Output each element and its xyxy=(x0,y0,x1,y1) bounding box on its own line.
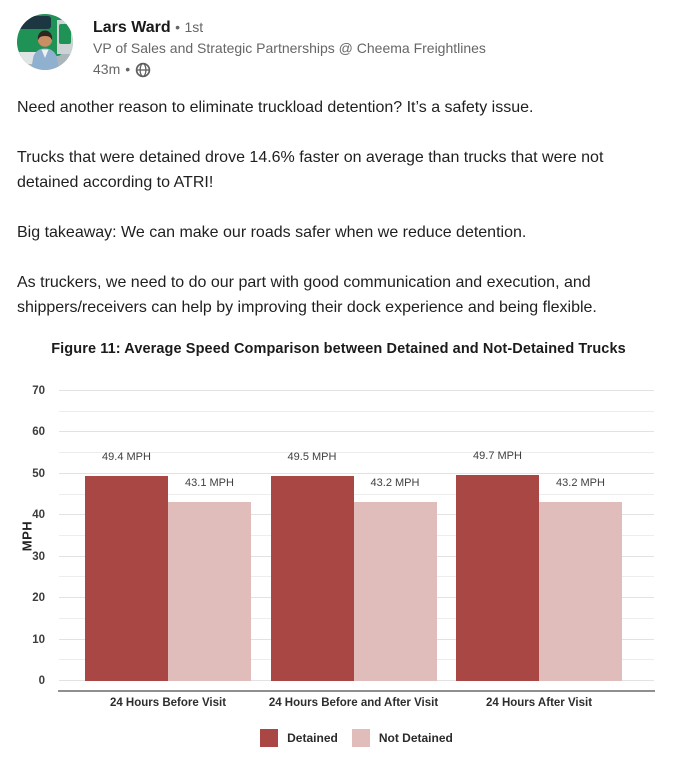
bar-value-label: 43.2 MPH xyxy=(370,477,420,490)
x-axis-line xyxy=(58,690,655,692)
post-body-paragraph: Need another reason to eliminate trucklo… xyxy=(17,99,534,116)
gridline xyxy=(59,452,654,454)
post-header: Lars Ward • 1st VP of Sales and Strategi… xyxy=(17,14,660,79)
bar-value-label: 49.4 MPH xyxy=(102,451,151,464)
post-body-paragraph: Big takeaway: We can make our roads safe… xyxy=(17,224,527,241)
post-header-text: Lars Ward • 1st VP of Sales and Strategi… xyxy=(93,14,486,79)
gridline xyxy=(59,472,654,474)
y-tick-label: 70 xyxy=(32,385,45,397)
globe-icon xyxy=(135,62,151,77)
post-body-paragraph: As truckers, we need to do our part with… xyxy=(17,274,597,316)
gridline xyxy=(59,410,654,412)
gridline xyxy=(59,390,654,391)
legend-item: Not Detained xyxy=(351,729,453,747)
bar-value-label: 49.7 MPH xyxy=(473,450,522,463)
bar-value-label: 43.2 MPH xyxy=(556,477,605,490)
y-tick-label: 10 xyxy=(32,633,45,646)
chart-legend: Detained Not Detained xyxy=(59,729,654,747)
connection-degree: 1st xyxy=(184,19,204,35)
avatar[interactable] xyxy=(17,14,73,70)
bar-value-label: 49.5 MPH xyxy=(287,450,337,463)
author-name-row: Lars Ward • 1st xyxy=(93,17,486,38)
post-meta: 43m • xyxy=(93,60,486,79)
gridline xyxy=(59,493,654,495)
x-axis-label: 24 Hours After Visit xyxy=(485,697,593,709)
y-axis-label: MPH xyxy=(19,520,35,552)
post-timestamp: 43m xyxy=(93,61,121,77)
x-axis-label: 24 Hours Before Visit xyxy=(109,697,227,709)
y-tick-label: 50 xyxy=(32,467,45,480)
bar-detained xyxy=(85,476,168,681)
bar-detained xyxy=(270,475,354,681)
bar-not-detained xyxy=(168,502,251,681)
connection-separator: • xyxy=(175,19,181,35)
meta-separator: • xyxy=(125,61,131,77)
bar-detained xyxy=(456,475,539,681)
y-tick-label: 60 xyxy=(32,426,45,439)
y-tick-label: 20 xyxy=(32,592,45,605)
post-body-paragraph: Trucks that were detained drove 14.6% fa… xyxy=(17,149,604,191)
y-tick-label: 30 xyxy=(32,550,45,563)
post-image-chart[interactable]: Figure 11: Average Speed Comparison betw… xyxy=(0,341,677,747)
gridline xyxy=(59,431,654,433)
y-tick-label: 40 xyxy=(32,509,45,522)
x-axis-label: 24 Hours Before and After Visit xyxy=(268,697,439,709)
legend-label: Detained xyxy=(287,731,338,745)
bar-not-detained xyxy=(353,502,437,681)
author-name[interactable]: Lars Ward xyxy=(93,19,171,36)
legend-swatch xyxy=(351,729,370,747)
chart-title: Figure 11: Average Speed Comparison betw… xyxy=(51,341,626,357)
y-tick-label: 0 xyxy=(38,675,45,687)
legend-label: Not Detained xyxy=(378,731,453,745)
legend-swatch xyxy=(260,729,279,747)
chart-plot-area: MPH 0 10 20 30 40 50 60 70 49.4 MPH 43.1 MPH 24 Ho… xyxy=(20,385,655,709)
author-headline: VP of Sales and Strategic Partnerships @… xyxy=(93,40,486,56)
bar-value-label: 43.1 MPH xyxy=(185,477,234,490)
bar-not-detained xyxy=(539,502,622,681)
legend-item: Detained xyxy=(260,729,338,747)
avatar-photo xyxy=(17,14,73,70)
post-body: Need another reason to eliminate trucklo… xyxy=(17,95,665,345)
